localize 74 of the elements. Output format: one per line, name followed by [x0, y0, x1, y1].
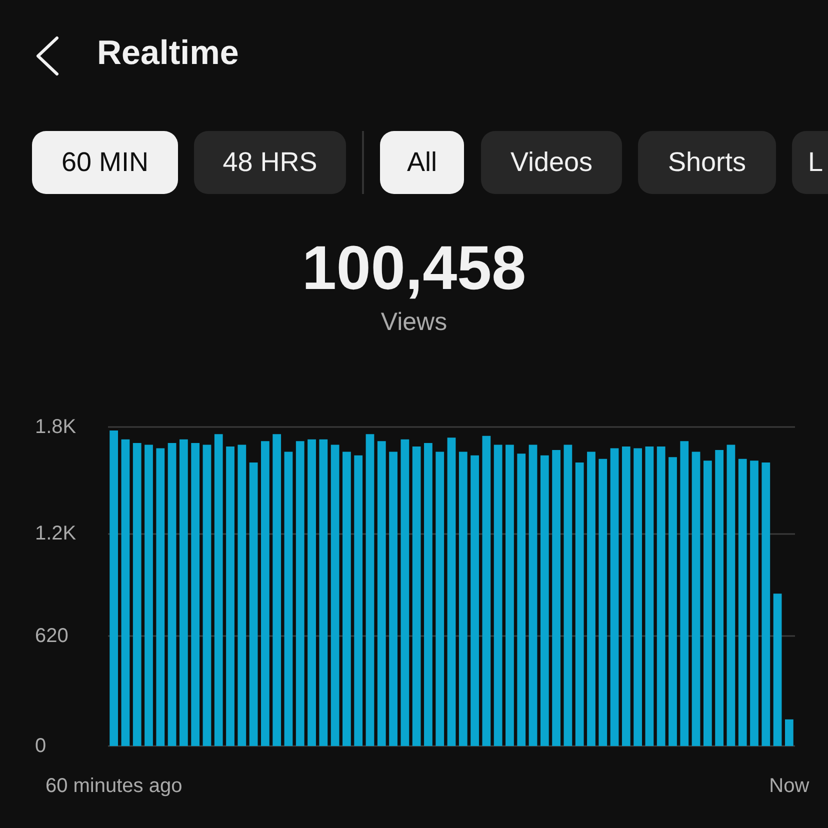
bar [214, 434, 223, 746]
bar [458, 452, 468, 746]
bar [773, 594, 782, 746]
bar [342, 452, 351, 746]
bar [366, 434, 374, 746]
bar [656, 446, 666, 746]
bar [330, 444, 340, 746]
bar [354, 455, 363, 746]
bar [470, 455, 479, 746]
bar [598, 458, 608, 746]
bar [750, 460, 758, 746]
bar [634, 448, 642, 746]
x-tick-label: 60 minutes ago [45, 775, 182, 797]
bar [610, 448, 619, 746]
bar [132, 442, 142, 746]
x-tick-label: Now [769, 775, 810, 797]
bar [412, 446, 421, 746]
bar [156, 448, 165, 746]
text: L [792, 131, 828, 194]
bar [482, 436, 491, 746]
bar [144, 444, 153, 746]
y-tick-label: 0 [35, 735, 46, 757]
bar [762, 462, 770, 746]
bar [191, 442, 200, 746]
bar [715, 450, 724, 746]
bar [680, 441, 689, 746]
bar [564, 444, 572, 746]
y-tick-label: 1.2K [35, 522, 77, 544]
bar [622, 446, 630, 746]
bar [726, 444, 736, 746]
bar [692, 452, 700, 746]
bar [179, 439, 188, 746]
bar [552, 450, 560, 746]
bar [308, 439, 316, 746]
bar [540, 455, 549, 746]
bar [284, 452, 293, 746]
y-tick-label: 1.8K [35, 416, 77, 438]
bar [784, 719, 794, 746]
bar [447, 438, 456, 746]
bar [389, 452, 398, 746]
bar [738, 458, 747, 746]
bar [587, 452, 596, 746]
bar [110, 430, 118, 746]
bar [238, 444, 246, 746]
text: 60 MIN [32, 131, 178, 194]
chart-title: Realtime [97, 34, 239, 73]
bar [168, 442, 176, 746]
bar [424, 442, 432, 746]
bar [319, 439, 328, 746]
bar [506, 444, 514, 746]
bar [377, 441, 386, 746]
bar [528, 444, 538, 746]
bar [645, 446, 654, 746]
bar [436, 452, 444, 746]
bar [272, 434, 282, 746]
bar [121, 439, 130, 746]
bar [668, 457, 677, 746]
bar [575, 462, 584, 746]
text: Videos [481, 131, 622, 194]
text: 100,458 [300, 234, 528, 304]
bar [400, 439, 410, 746]
text: All [380, 131, 464, 194]
text: Views [380, 308, 448, 337]
bar [296, 441, 304, 746]
bar [703, 460, 712, 746]
bar [494, 444, 502, 746]
bar [202, 444, 212, 746]
text: Shorts [638, 131, 776, 194]
text: 48 HRS [194, 131, 346, 194]
bar [261, 441, 270, 746]
bar [226, 446, 234, 746]
bar [517, 454, 526, 746]
bar [249, 462, 258, 746]
y-tick-label: 620 [35, 625, 68, 648]
